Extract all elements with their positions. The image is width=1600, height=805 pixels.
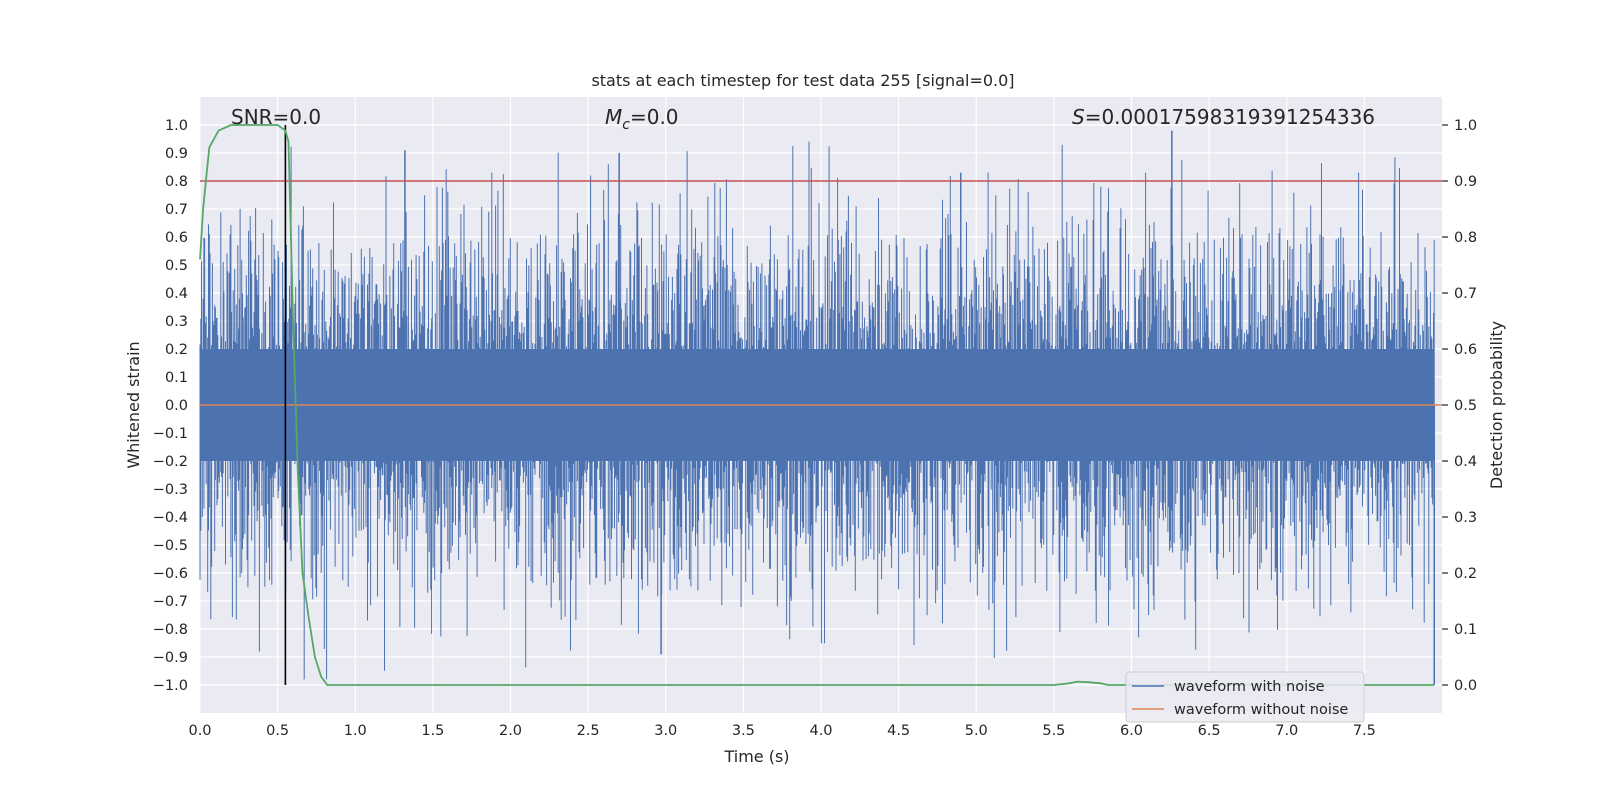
x-tick-label: 2.5 xyxy=(577,723,600,739)
y-tick-label: −0.1 xyxy=(153,426,188,442)
noise-trace xyxy=(199,141,1435,680)
x-tick-label: 0.0 xyxy=(188,723,211,739)
y-tick-label: 0.3 xyxy=(165,314,188,330)
y-tick-label: 0.0 xyxy=(165,398,188,414)
y-axis-ticks: 1.0 0.9 0.8 0.7 0.6 0.5 0.4 0.3 0.2 0.1 0.0 −0.1 −0.… xyxy=(153,118,188,694)
y-tick-label: 0.7 xyxy=(165,202,188,218)
legend-label-clean: waveform without noise xyxy=(1174,702,1348,718)
x-tick-label: 7.0 xyxy=(1275,723,1298,739)
chirp-mass-annotation: Mc=0.0 xyxy=(605,105,679,133)
y-tick-label: −0.2 xyxy=(153,454,188,470)
chirp-mass-value: =0.0 xyxy=(630,105,679,129)
y2-tick-label: 0.5 xyxy=(1454,398,1477,414)
y-tick-label: 0.1 xyxy=(165,370,188,386)
x-axis-ticks: 0.0 0.5 1.0 1.5 2.0 2.5 3.0 3.5 4.0 4.5 5.0 5.5 6.0 6… xyxy=(188,723,1375,739)
y2-tick-label: 0.7 xyxy=(1454,286,1477,302)
s-symbol: S xyxy=(1072,105,1085,129)
y2-tick-label: 0.8 xyxy=(1454,230,1477,246)
y-tick-label: 0.9 xyxy=(165,146,188,162)
y-tick-label: −0.8 xyxy=(153,622,188,638)
x-tick-label: 4.5 xyxy=(887,723,910,739)
y2-tick-label: 0.3 xyxy=(1454,510,1477,526)
y2-tick-label: 0.0 xyxy=(1454,678,1477,694)
y2-axis-ticks: 1.0 0.9 0.8 0.7 0.6 0.5 0.4 0.3 0.2 0.1 0.0 xyxy=(1442,118,1477,694)
y2-tick-label: 0.6 xyxy=(1454,342,1477,358)
s-value: =0.00017598319391254336 xyxy=(1085,105,1375,129)
chirp-mass-subscript: c xyxy=(622,117,630,133)
x-tick-label: 7.5 xyxy=(1353,723,1376,739)
x-tick-label: 3.5 xyxy=(732,723,755,739)
y-tick-label: −0.3 xyxy=(153,482,188,498)
y2-tick-label: 1.0 xyxy=(1454,118,1477,134)
y-tick-label: 0.8 xyxy=(165,174,188,190)
x-tick-label: 6.0 xyxy=(1120,723,1143,739)
y-tick-label: 0.4 xyxy=(165,286,188,302)
y2-tick-label: 0.9 xyxy=(1454,174,1477,190)
x-tick-label: 1.5 xyxy=(421,723,444,739)
y2-tick-label: 0.2 xyxy=(1454,566,1477,582)
legend: waveform with noise waveform without noi… xyxy=(1125,671,1365,723)
series-detection-probability xyxy=(199,124,1435,686)
x-tick-label: 5.5 xyxy=(1042,723,1065,739)
y-axis-label: Whitened strain xyxy=(124,341,143,468)
s-annotation: S=0.00017598319391254336 xyxy=(1072,105,1375,129)
x-tick-label: 5.0 xyxy=(965,723,988,739)
legend-label-noise: waveform with noise xyxy=(1174,679,1325,695)
y-tick-label: 1.0 xyxy=(165,118,188,134)
y-tick-label: 0.6 xyxy=(165,230,188,246)
x-tick-label: 4.0 xyxy=(809,723,832,739)
y2-tick-label: 0.4 xyxy=(1454,454,1477,470)
snr-annotation: SNR=0.0 xyxy=(231,105,321,129)
y-tick-label: −0.6 xyxy=(153,566,188,582)
x-tick-label: 1.0 xyxy=(344,723,367,739)
y2-axis-label: Detection probability xyxy=(1487,321,1506,489)
x-tick-label: 3.0 xyxy=(654,723,677,739)
y-tick-label: −0.4 xyxy=(153,510,188,526)
y-tick-label: 0.2 xyxy=(165,342,188,358)
y2-tick-label: 0.1 xyxy=(1454,622,1477,638)
y-tick-label: 0.5 xyxy=(165,258,188,274)
x-tick-label: 0.5 xyxy=(266,723,289,739)
x-tick-label: 6.5 xyxy=(1198,723,1221,739)
legend-box xyxy=(1125,671,1365,723)
x-axis-label: Time (s) xyxy=(723,747,789,766)
chart-title: stats at each timestep for test data 255… xyxy=(591,71,1014,90)
chirp-mass-symbol: M xyxy=(605,105,622,129)
y-tick-label: −0.5 xyxy=(153,538,188,554)
x-tick-label: 2.0 xyxy=(499,723,522,739)
y-tick-label: −0.7 xyxy=(153,594,188,610)
y-tick-label: −1.0 xyxy=(153,678,188,694)
y-tick-label: −0.9 xyxy=(153,650,188,666)
